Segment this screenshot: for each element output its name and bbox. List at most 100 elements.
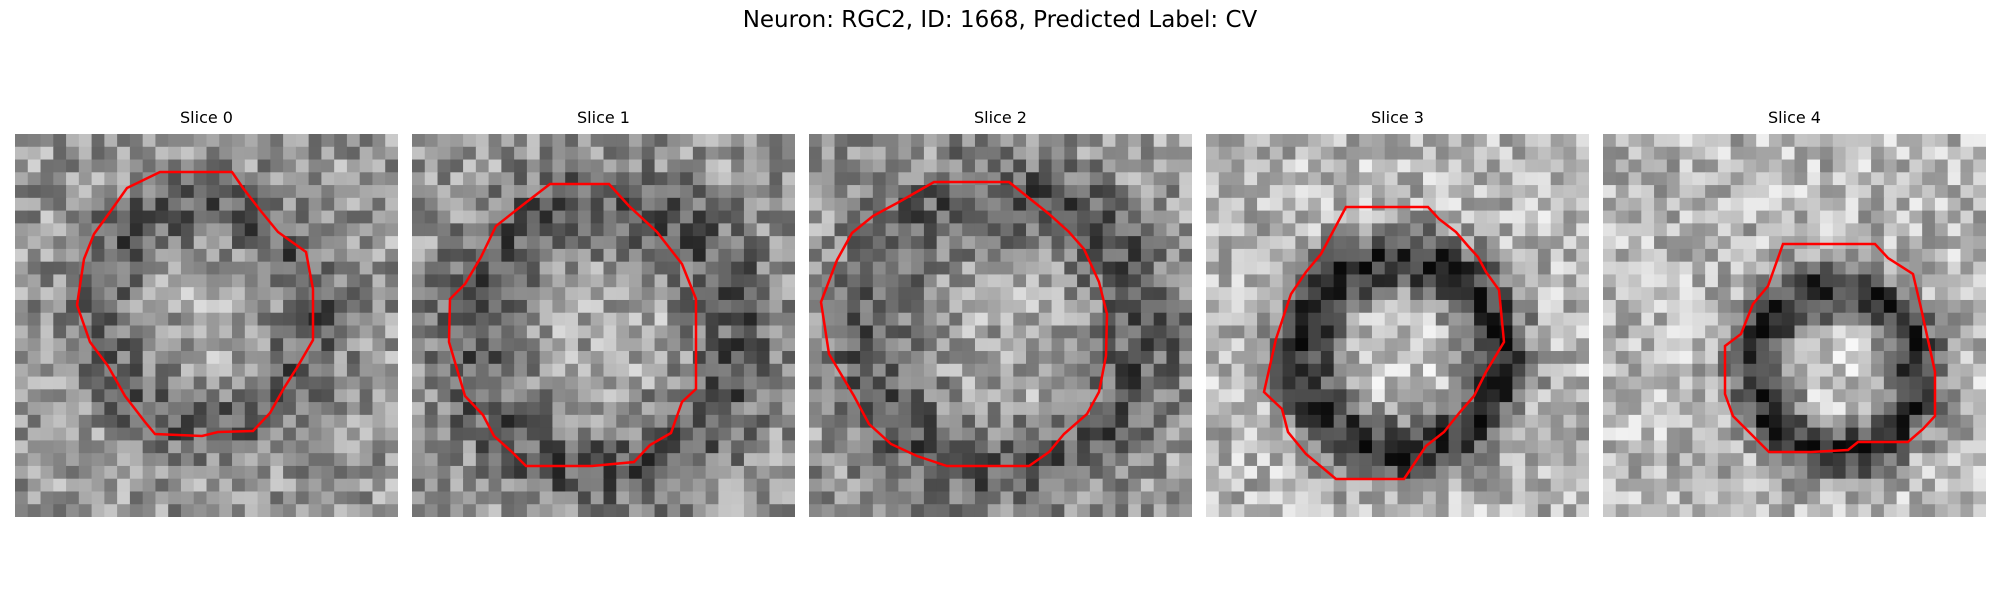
image-pixel: [654, 172, 668, 186]
image-pixel: [1026, 146, 1040, 161]
image-pixel: [885, 261, 899, 276]
image-pixel: [1576, 453, 1589, 467]
image-pixel: [1537, 172, 1552, 186]
image-pixel: [1384, 376, 1399, 390]
image-pixel: [847, 210, 861, 224]
image-pixel: [1486, 465, 1501, 480]
image-pixel: [1269, 504, 1284, 517]
image-pixel: [1140, 261, 1155, 276]
image-pixel: [1692, 210, 1706, 224]
image-pixel: [1934, 159, 1949, 173]
image-pixel: [616, 159, 630, 173]
image-pixel: [1947, 223, 1962, 237]
image-pixel: [450, 440, 464, 454]
image-pixel: [91, 274, 105, 288]
image-pixel: [616, 287, 630, 301]
image-pixel: [552, 312, 566, 327]
image-pixel: [860, 197, 874, 212]
image-pixel: [1832, 414, 1847, 429]
image-pixel: [1218, 299, 1233, 314]
image-pixel: [1128, 172, 1142, 186]
image-pixel: [359, 299, 374, 314]
image-pixel: [155, 248, 169, 263]
image-pixel: [1461, 172, 1475, 186]
image-pixel: [1077, 440, 1091, 454]
image-pixel: [372, 338, 386, 352]
image-pixel: [193, 414, 208, 429]
image-pixel: [1743, 402, 1757, 416]
image-pixel: [962, 197, 976, 212]
image-pixel: [1922, 185, 1936, 199]
image-pixel: [1115, 197, 1129, 212]
image-pixel: [385, 338, 398, 352]
image-pixel: [1179, 197, 1192, 212]
image-pixel: [27, 338, 42, 352]
image-pixel: [1179, 491, 1192, 505]
image-pixel: [1435, 504, 1450, 517]
image-pixel: [1423, 465, 1437, 480]
image-pixel: [1089, 134, 1104, 148]
image-pixel: [437, 363, 451, 378]
image-pixel: [1295, 376, 1309, 390]
image-pixel: [1346, 274, 1360, 288]
image-pixel: [1448, 146, 1462, 161]
image-pixel: [412, 185, 426, 199]
image-pixel: [27, 172, 42, 186]
image-pixel: [1845, 146, 1859, 161]
image-pixel: [346, 274, 361, 288]
image-pixel: [782, 414, 795, 429]
image-pixel: [412, 172, 426, 186]
image-pixel: [860, 427, 874, 441]
image-pixel: [860, 376, 874, 390]
image-pixel: [1947, 453, 1962, 467]
image-pixel: [1218, 389, 1233, 403]
image-pixel: [1756, 236, 1770, 250]
image-pixel: [872, 223, 887, 237]
image-pixel: [1282, 402, 1296, 416]
image-pixel: [1794, 453, 1808, 467]
image-pixel: [962, 146, 976, 161]
image-pixel: [206, 453, 220, 467]
image-pixel: [1077, 210, 1091, 224]
image-pixel: [359, 261, 374, 276]
image-pixel: [923, 351, 938, 365]
image-pixel: [1896, 414, 1910, 429]
image-pixel: [1308, 389, 1322, 403]
image-pixel: [1102, 248, 1116, 263]
image-pixel: [603, 287, 617, 301]
image-pixel: [1077, 453, 1091, 467]
image-pixel: [1934, 427, 1949, 441]
image-pixel: [743, 185, 758, 199]
image-pixel: [475, 287, 490, 301]
image-pixel: [552, 299, 566, 314]
image-pixel: [1550, 274, 1565, 288]
image-pixel: [577, 414, 592, 429]
image-pixel: [193, 402, 208, 416]
image-pixel: [1973, 185, 1986, 199]
image-pixel: [1384, 465, 1399, 480]
image-pixel: [1423, 402, 1437, 416]
image-pixel: [1537, 363, 1552, 378]
image-pixel: [641, 134, 656, 148]
image-pixel: [1257, 325, 1271, 339]
image-pixel: [1934, 236, 1949, 250]
image-pixel: [526, 504, 541, 517]
image-pixel: [974, 453, 989, 467]
image-pixel: [1474, 453, 1488, 467]
image-pixel: [1666, 478, 1681, 493]
image-pixel: [424, 299, 439, 314]
image-pixel: [616, 134, 630, 148]
image-pixel: [1448, 453, 1462, 467]
image-pixel: [1845, 402, 1859, 416]
image-pixel: [680, 338, 694, 352]
image-pixel: [424, 325, 439, 339]
image-pixel: [1858, 338, 1872, 352]
image-pixel: [641, 389, 656, 403]
image-pixel: [321, 146, 335, 161]
image-pixel: [718, 312, 732, 327]
image-pixel: [731, 389, 745, 403]
image-pixel: [1051, 287, 1065, 301]
image-pixel: [359, 197, 374, 212]
image-pixel: [1512, 210, 1526, 224]
image-pixel: [180, 185, 195, 199]
